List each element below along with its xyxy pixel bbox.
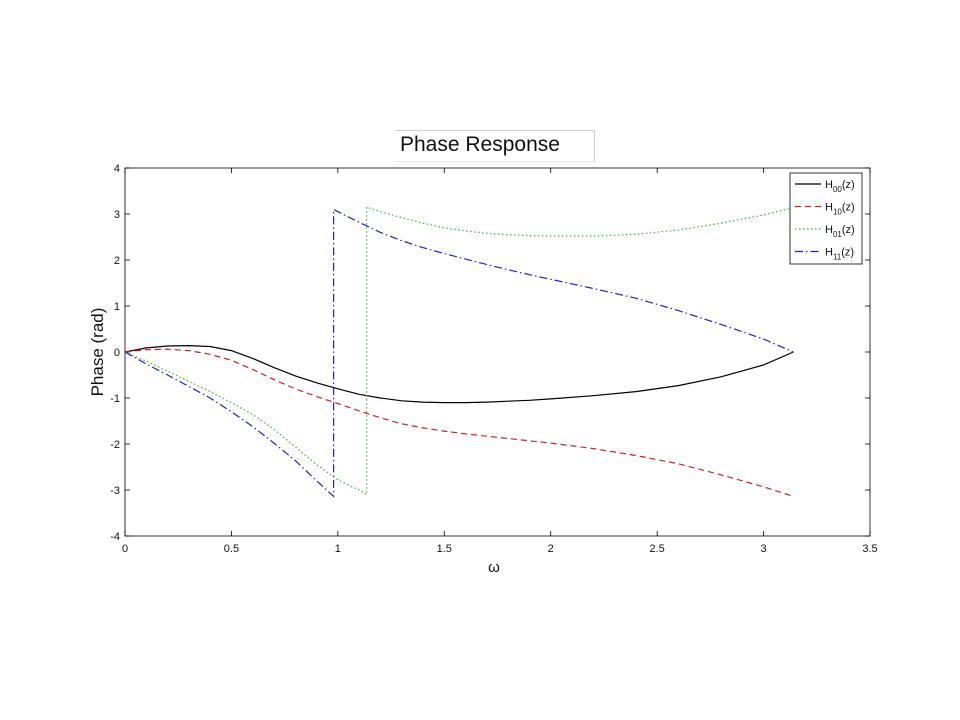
axes: 0 0.5 1 1.5 2 2.5 3 3.5 -4 -3 -2 -1 0 1 2 3 4 — [110, 163, 877, 555]
series-line-2 — [124, 348, 794, 497]
y-tick-label: -4 — [110, 531, 120, 543]
legend: H00(z) H10(z) H01(z) H11(z) — [789, 172, 863, 265]
x-tick-label: 0.5 — [224, 543, 239, 555]
series-line-4 — [124, 208, 794, 498]
series-line-1 — [124, 344, 794, 404]
y-tick-label: -1 — [110, 393, 120, 405]
x-tick-label: 1 — [335, 543, 341, 555]
plot-frame — [124, 167, 871, 537]
y-tick-label: 2 — [114, 255, 120, 267]
legend-entry: H11(z) — [825, 247, 854, 262]
legend-box — [789, 172, 863, 265]
series-line-3 — [124, 206, 794, 496]
y-tick-label: -3 — [110, 485, 120, 497]
title-box — [395, 130, 595, 162]
x-tick-label: 3.5 — [862, 543, 877, 555]
x-tick-label: 2 — [548, 543, 554, 555]
x-axis-label: ω — [488, 559, 500, 576]
legend-entry: H00(z) — [825, 179, 855, 194]
plot-area — [124, 167, 871, 537]
y-tick-label: -2 — [110, 439, 120, 451]
x-tick-label: 2.5 — [649, 543, 664, 555]
y-tick-label: 0 — [114, 347, 120, 359]
x-tick-label: 0 — [122, 543, 128, 555]
x-tick-label: 1.5 — [437, 543, 452, 555]
legend-entry: H10(z) — [825, 202, 855, 217]
x-tick-label: 3 — [761, 543, 767, 555]
y-tick-label: 4 — [114, 163, 120, 175]
legend-entry: H01(z) — [825, 224, 855, 239]
series-layer — [124, 206, 794, 498]
y-tick-label: 3 — [114, 209, 120, 221]
y-axis-label: Phase (rad) — [88, 308, 107, 397]
chart-title: Phase Response — [400, 133, 560, 156]
y-tick-label: 1 — [114, 301, 120, 313]
